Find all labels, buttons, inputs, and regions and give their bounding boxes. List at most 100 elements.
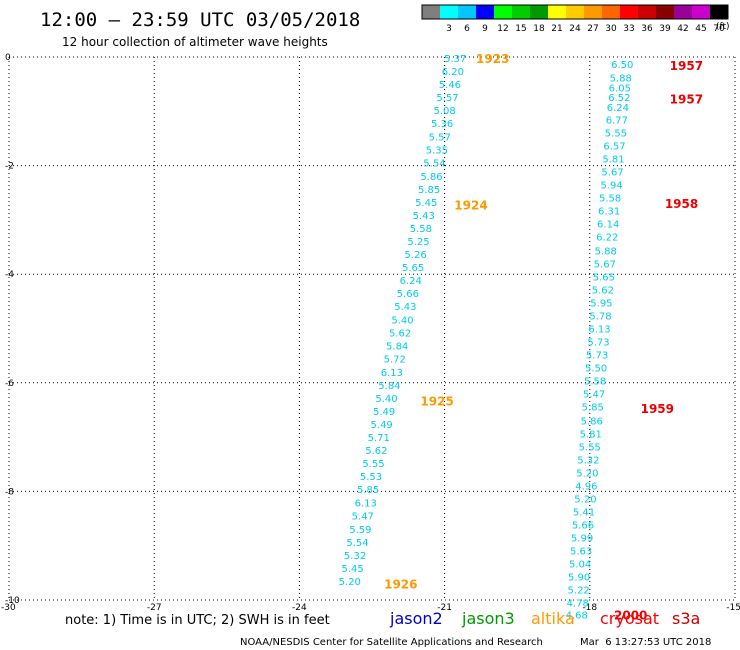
wave-height-value: 6.05 bbox=[609, 83, 631, 94]
wave-height-value: 5.67 bbox=[594, 259, 616, 270]
wave-height-value: 5.40 bbox=[375, 394, 397, 405]
y-tick-label: -4 bbox=[5, 270, 14, 280]
x-tick-label: -18 bbox=[582, 603, 597, 613]
wave-height-value: 5.57 bbox=[436, 93, 458, 104]
wave-height-value: 5.81 bbox=[602, 155, 624, 166]
wave-height-value: 5.86 bbox=[581, 416, 603, 427]
wave-height-value: 5.95 bbox=[590, 298, 612, 309]
wave-height-value: 5.62 bbox=[592, 285, 614, 296]
x-tick-label: -21 bbox=[437, 603, 452, 613]
wave-height-value: 5.66 bbox=[572, 521, 594, 532]
wave-height-value: 5.43 bbox=[394, 302, 416, 313]
time-label: 1925 bbox=[420, 395, 453, 409]
wave-height-value: 5.55 bbox=[579, 442, 601, 453]
wave-height-value: 5.99 bbox=[571, 534, 593, 545]
wave-height-value: 5.35 bbox=[426, 145, 448, 156]
footer-credit: NOAA/NESDIS Center for Satellite Applica… bbox=[240, 637, 543, 648]
wave-height-value: 5.20 bbox=[339, 577, 361, 588]
track-cryosat: 6.505.886.056.526.246.775.556.575.815.67… bbox=[566, 59, 703, 623]
time-label: 1959 bbox=[641, 402, 674, 416]
wave-height-value: 4.96 bbox=[575, 481, 597, 492]
y-tick-label: -2 bbox=[5, 162, 14, 172]
wave-height-value: 5.90 bbox=[568, 573, 590, 584]
scale-label: 9 bbox=[482, 24, 488, 34]
wave-height-value: 5.71 bbox=[368, 433, 390, 444]
wave-height-value: 5.84 bbox=[386, 341, 408, 352]
wave-height-value: 6.20 bbox=[442, 67, 464, 78]
wave-height-value: 5.73 bbox=[587, 338, 609, 349]
wave-height-value: 5.26 bbox=[404, 250, 426, 261]
satellite-legend: jason2 jason3 altika cryosat s3a bbox=[389, 609, 700, 628]
wave-height-value: 5.55 bbox=[605, 128, 627, 139]
wave-height-value: 5.72 bbox=[384, 354, 406, 365]
time-label: 1957 bbox=[670, 59, 703, 73]
wave-height-value: 5.67 bbox=[601, 168, 623, 179]
wave-height-value: 5.32 bbox=[577, 455, 599, 466]
track-altika: 5.37 6.20 5.46 5.57 5.08 5.36 5.57 5.35 5.54 5.86… bbox=[339, 52, 510, 592]
scale-swatch bbox=[602, 5, 620, 19]
chart-subtitle: 12 hour collection of altimeter wave hei… bbox=[62, 35, 328, 49]
scale-label: 39 bbox=[659, 24, 671, 34]
scale-swatch bbox=[620, 5, 638, 19]
wave-height-value: 5.20 bbox=[576, 468, 598, 479]
scale-swatch bbox=[548, 5, 566, 19]
legend-item-altika: altika bbox=[531, 609, 575, 628]
wave-height-value: 5.47 bbox=[352, 511, 374, 522]
y-tick-label: -6 bbox=[5, 379, 14, 389]
axes: -30 -27 -24 -21 -18 -15 0 -2 -4 -6 -8 -10 bbox=[1, 53, 740, 613]
wave-height-value: 6.13 bbox=[381, 368, 403, 379]
scale-label: 27 bbox=[587, 24, 598, 34]
wave-height-value: 5.49 bbox=[373, 407, 395, 418]
wave-height-value: 5.62 bbox=[365, 446, 387, 457]
color-scale: 3 6 9 12 15 18 21 24 27 30 33 36 39 42 45 70 bbox=[421, 4, 729, 34]
wave-height-value: 5.59 bbox=[349, 525, 371, 536]
grid bbox=[8, 56, 736, 601]
scale-swatch bbox=[476, 5, 494, 19]
wave-height-value: 5.41 bbox=[573, 507, 595, 518]
time-label: 1926 bbox=[384, 578, 417, 592]
scale-swatch bbox=[656, 5, 674, 19]
time-label: 1923 bbox=[476, 52, 509, 66]
wave-height-value: 5.53 bbox=[360, 472, 382, 483]
wave-height-value: 5.78 bbox=[589, 311, 611, 322]
legend-item-jason2: jason2 bbox=[389, 609, 443, 628]
wave-height-value: 5.86 bbox=[420, 172, 442, 183]
time-label: 1957 bbox=[670, 92, 703, 106]
legend-item-jason3: jason3 bbox=[461, 609, 515, 628]
wave-height-value: 5.65 bbox=[402, 263, 424, 274]
wave-height-value: 5.58 bbox=[584, 377, 606, 388]
wave-height-value: 5.47 bbox=[583, 390, 605, 401]
footer-timestamp: Mar 6 13:27:53 UTC 2018 bbox=[580, 637, 711, 648]
wave-height-value: 6.24 bbox=[400, 276, 422, 287]
legend-note: note: 1) Time is in UTC; 2) SWH is in fe… bbox=[65, 613, 330, 628]
wave-height-value: 5.57 bbox=[429, 132, 451, 143]
wave-height-value: 5.58 bbox=[599, 194, 621, 205]
wave-height-value: 5.22 bbox=[568, 586, 590, 597]
wave-height-value: 5.40 bbox=[391, 315, 413, 326]
wave-height-value: 6.77 bbox=[606, 115, 628, 126]
wave-height-value: 5.36 bbox=[431, 119, 453, 130]
wave-height-value: 6.24 bbox=[607, 103, 629, 114]
chart-title: 12:00 – 23:59 UTC 03/05/2018 bbox=[40, 9, 360, 31]
wave-height-value: 5.88 bbox=[595, 246, 617, 257]
legend-item-s3a: s3a bbox=[672, 609, 700, 628]
wave-height-value: 5.62 bbox=[389, 328, 411, 339]
wave-height-value: 5.55 bbox=[362, 459, 384, 470]
scale-swatch bbox=[440, 5, 458, 19]
wave-height-value: 5.73 bbox=[586, 351, 608, 362]
scale-swatch bbox=[422, 5, 440, 19]
wave-height-value: 5.85 bbox=[582, 403, 604, 414]
scale-swatch bbox=[458, 5, 476, 19]
scale-swatch bbox=[674, 5, 692, 19]
wave-height-value: 6.22 bbox=[596, 233, 618, 244]
wave-height-value: 5.32 bbox=[344, 551, 366, 562]
wave-height-value: 4.68 bbox=[566, 611, 588, 622]
scale-label: 12 bbox=[497, 24, 508, 34]
scale-border bbox=[421, 4, 729, 20]
wave-height-value: 5.81 bbox=[580, 429, 602, 440]
wave-height-value: 5.25 bbox=[407, 237, 429, 248]
wave-height-value: 6.57 bbox=[603, 142, 625, 153]
wave-height-value: 5.50 bbox=[585, 364, 607, 375]
scale-label: 18 bbox=[533, 24, 545, 34]
